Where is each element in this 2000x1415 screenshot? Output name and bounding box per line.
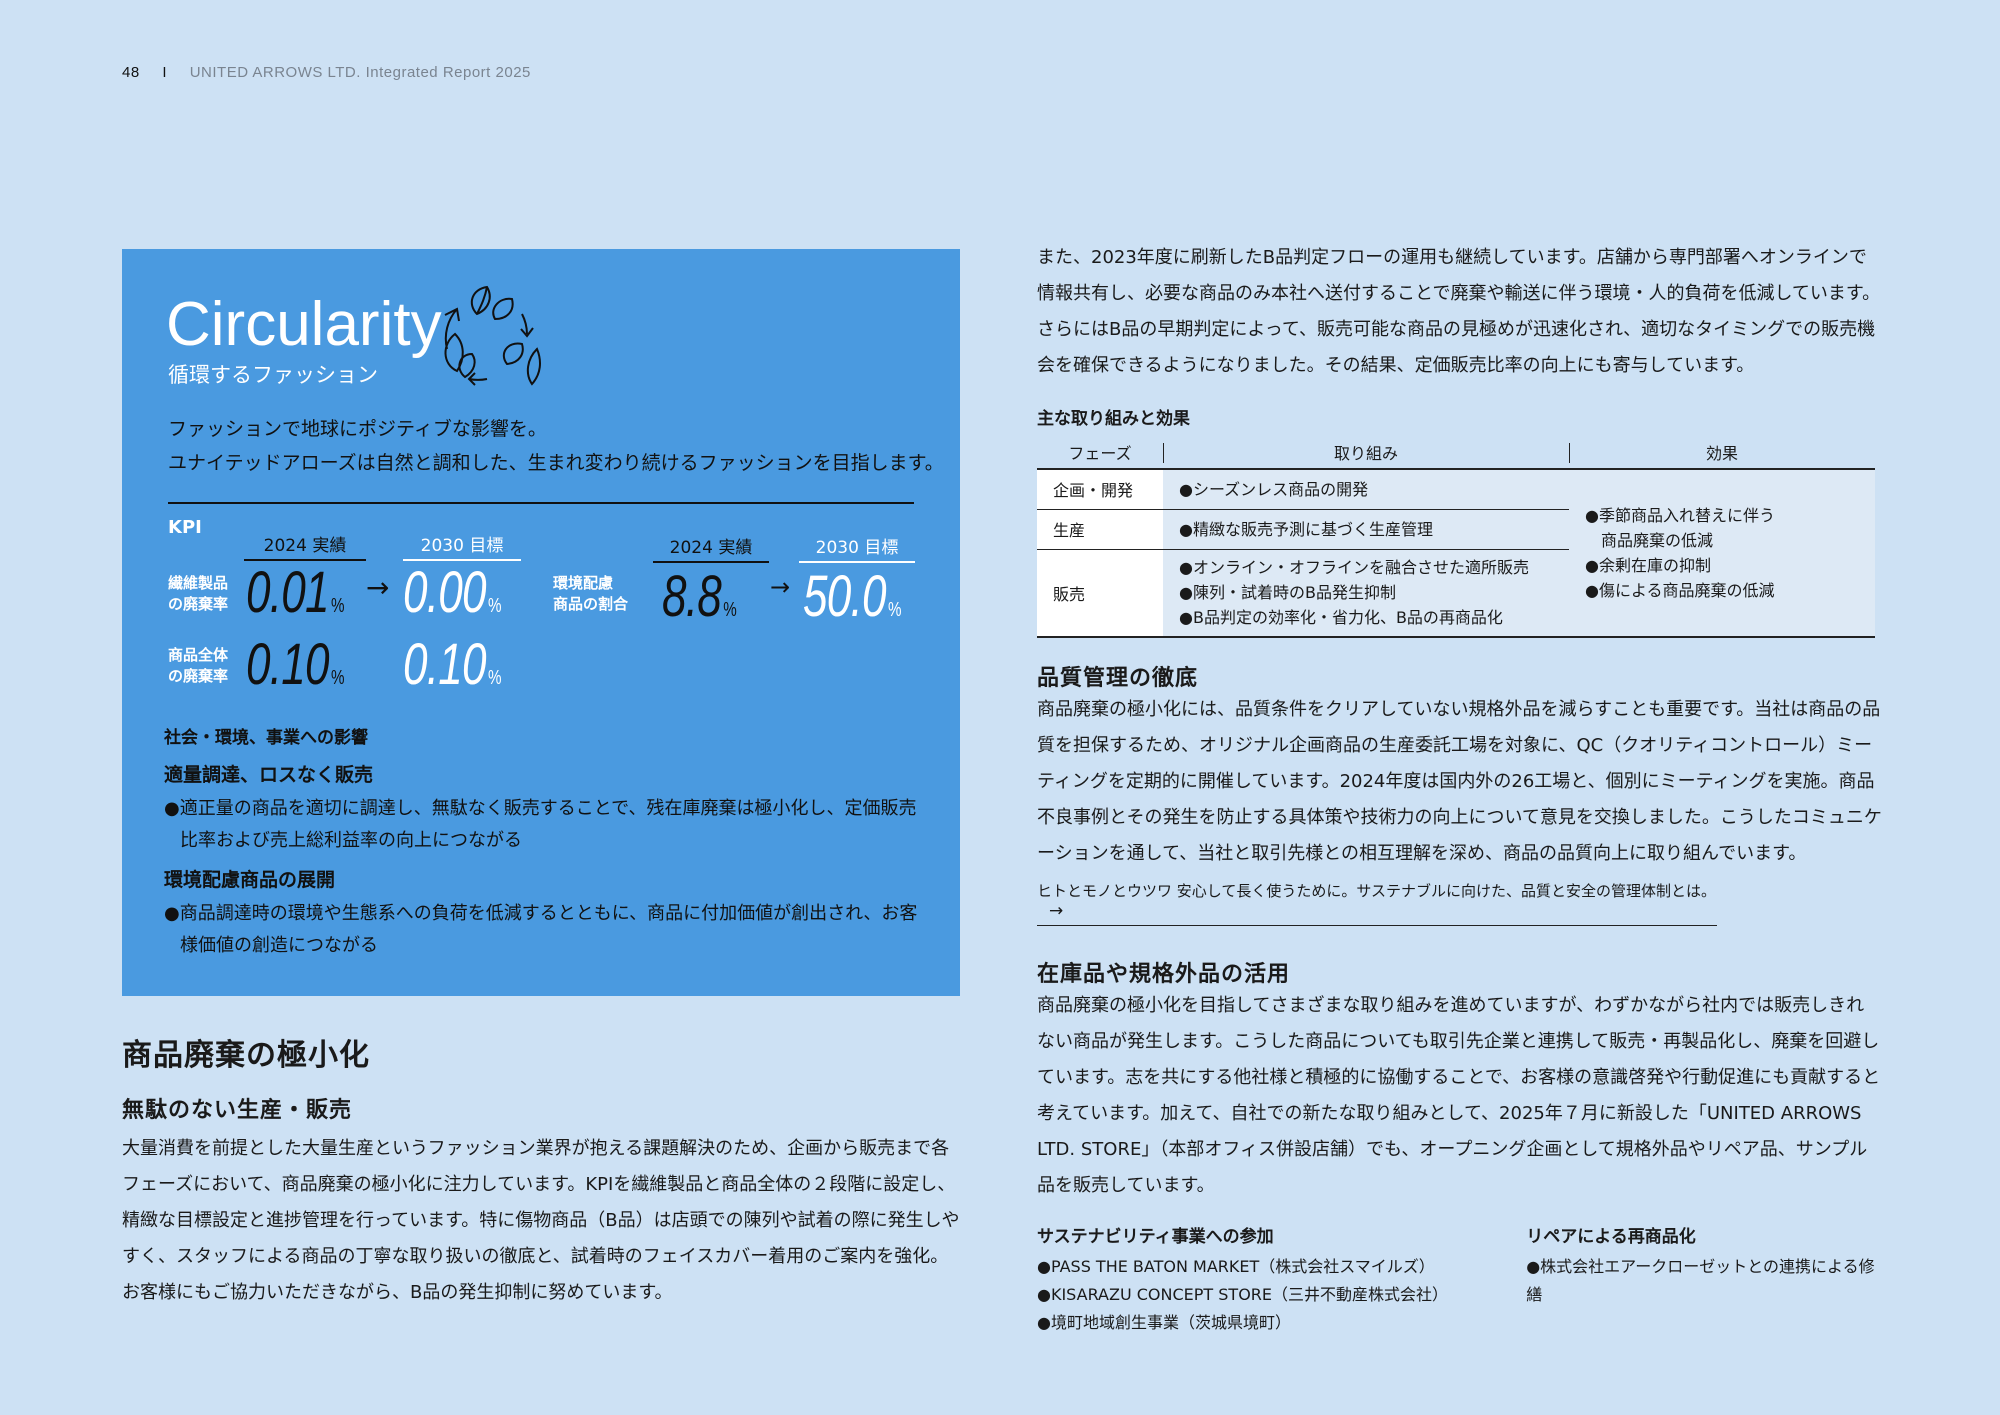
paragraph: 大量消費を前提とした大量生産というファッション業界が抱える課題解決のため、企画か… — [122, 1138, 960, 1303]
impact-title: 適量調達、ロスなく販売 — [164, 764, 374, 786]
circularity-panel: Circularity 循環するファッション ファッションで地球にポジティブな影… — [122, 249, 960, 996]
sustainability-list: サステナビリティ事業への参加 ●PASS THE BATON MARKET（株式… — [1037, 1222, 1526, 1337]
impact-item: ●商品調達時の環境や生態系への負荷を低減するとともに、商品に付加価値が創出され、… — [164, 903, 918, 956]
kpi-overall-target: 0.10% — [403, 632, 502, 697]
phase-cell: 販売 — [1037, 548, 1163, 638]
kpi-overall-actual: 0.10% — [246, 632, 345, 697]
sub-lists: サステナビリティ事業への参加 ●PASS THE BATON MARKET（株式… — [1037, 1222, 1882, 1337]
table-title: 主な取り組みと効果 — [1037, 409, 1190, 429]
stock-heading: 在庫品や規格外品の活用 — [1037, 962, 1291, 987]
circularity-subtitle: 循環するファッション — [168, 363, 378, 387]
list-item: ●PASS THE BATON MARKET（株式会社スマイルズ） — [1037, 1257, 1435, 1276]
col-target: 2030 目標 — [799, 533, 915, 563]
leaf-cycle-icon — [444, 285, 541, 386]
kpi-eco-target: 50.0% — [803, 564, 902, 629]
page-number: 48 — [122, 64, 140, 81]
effect-cell: ●季節商品入れ替えに伴う 商品廃棄の低減 ●余剰在庫の抑制 ●傷による商品廃棄の低減 — [1569, 469, 1875, 638]
kpi-label-overall: 商品全体 の廃棄率 — [168, 646, 229, 685]
col-actual: 2024 実績 — [653, 533, 769, 563]
stock-paragraph: 商品廃棄の極小化を目指してさまざまな取り組みを進めていますが、わずかながら社内で… — [1037, 995, 1881, 1196]
separator: I — [162, 64, 168, 81]
repair-list: リペアによる再商品化 ●株式会社エアークローゼットとの連携による修繕 — [1526, 1222, 1882, 1337]
right-column: また、2023年度に刷新したB品判定フローの運用も継続しています。店舗から専門部… — [1037, 240, 1882, 1337]
list-item: ●境町地域創生事業（茨城県境町） — [1037, 1313, 1291, 1332]
col-actual: 2024 実績 — [244, 531, 366, 561]
kpi-label: KPI — [168, 517, 202, 538]
section-subheading: 無駄のない生産・販売 — [122, 1098, 353, 1123]
impact-title: 環境配慮商品の展開 — [164, 869, 336, 891]
initiatives-table: フェーズ 取り組み 効果 企画・開発 ●シーズンレス商品の開発 ●季節商品入れ替… — [1037, 435, 1875, 638]
quality-paragraph: 商品廃棄の極小化には、品質条件をクリアしていない規格外品を減らすことも重要です。… — [1037, 699, 1882, 864]
impact-heading: 社会・環境、事業への影響 — [164, 728, 368, 748]
kpi-label-eco: 環境配慮 商品の割合 — [553, 574, 629, 613]
kpi-eco-actual: 8.8% — [662, 564, 737, 629]
arrow-right-icon: → — [1049, 901, 1064, 921]
report-title: UNITED ARROWS LTD. Integrated Report 202… — [189, 64, 531, 81]
quality-link[interactable]: ヒトとモノとウツワ 安心して長く使うために。サステナブルに向けた、品質と安全の管… — [1037, 880, 1717, 926]
list-item: ●KISARAZU CONCEPT STORE（三井不動産株式会社） — [1037, 1285, 1449, 1304]
arrow-icon: → — [366, 571, 390, 604]
list-title: サステナビリティ事業への参加 — [1037, 1227, 1274, 1247]
kpi-textile-target: 0.00% — [403, 560, 502, 625]
tagline-line: ユナイテッドアローズは自然と調和した、生まれ変わり続けるファッションを目指します… — [168, 452, 944, 474]
action-cell: ●オンライン・オフラインを融合させた適所販売 ●陳列・試着時のB品発生抑制 ●B品判… — [1163, 548, 1569, 638]
divider — [168, 502, 914, 504]
quality-heading: 品質管理の徹底 — [1037, 666, 1199, 691]
page-header: 48 I UNITED ARROWS LTD. Integrated Repor… — [122, 64, 531, 81]
list-title: リペアによる再商品化 — [1526, 1227, 1696, 1247]
impact-section: 社会・環境、事業への影響 適量調達、ロスなく販売 ●適正量の商品を適切に調達し、… — [164, 723, 924, 962]
circularity-title: Circularity — [166, 290, 442, 359]
list-item: ●株式会社エアークローゼットとの連携による修繕 — [1526, 1257, 1875, 1304]
action-cell: ●シーズンレス商品の開発 — [1163, 469, 1569, 509]
phase-cell: 生産 — [1037, 508, 1163, 549]
col-target: 2030 目標 — [403, 531, 521, 561]
col-header: 効果 — [1569, 435, 1875, 470]
col-header: フェーズ — [1037, 435, 1163, 470]
section-heading: 商品廃棄の極小化 — [122, 1038, 370, 1073]
impact-item: ●適正量の商品を適切に調達し、無駄なく販売することで、残在庫廃棄は極小化し、定価… — [164, 798, 917, 851]
kpi-label-textile: 繊維製品 の廃棄率 — [168, 574, 229, 613]
action-cell: ●精緻な販売予測に基づく生産管理 — [1163, 508, 1569, 549]
col-header: 取り組み — [1163, 435, 1569, 470]
tagline-line: ファッションで地球にポジティブな影響を。 — [168, 418, 547, 440]
phase-cell: 企画・開発 — [1037, 469, 1163, 509]
tagline: ファッションで地球にポジティブな影響を。 ユナイテッドアローズは自然と調和した、… — [168, 412, 944, 480]
arrow-icon: → — [770, 573, 791, 601]
kpi-textile-actual: 0.01% — [246, 560, 345, 625]
intro-paragraph: また、2023年度に刷新したB品判定フローの運用も継続しています。店舗から専門部… — [1037, 247, 1881, 376]
